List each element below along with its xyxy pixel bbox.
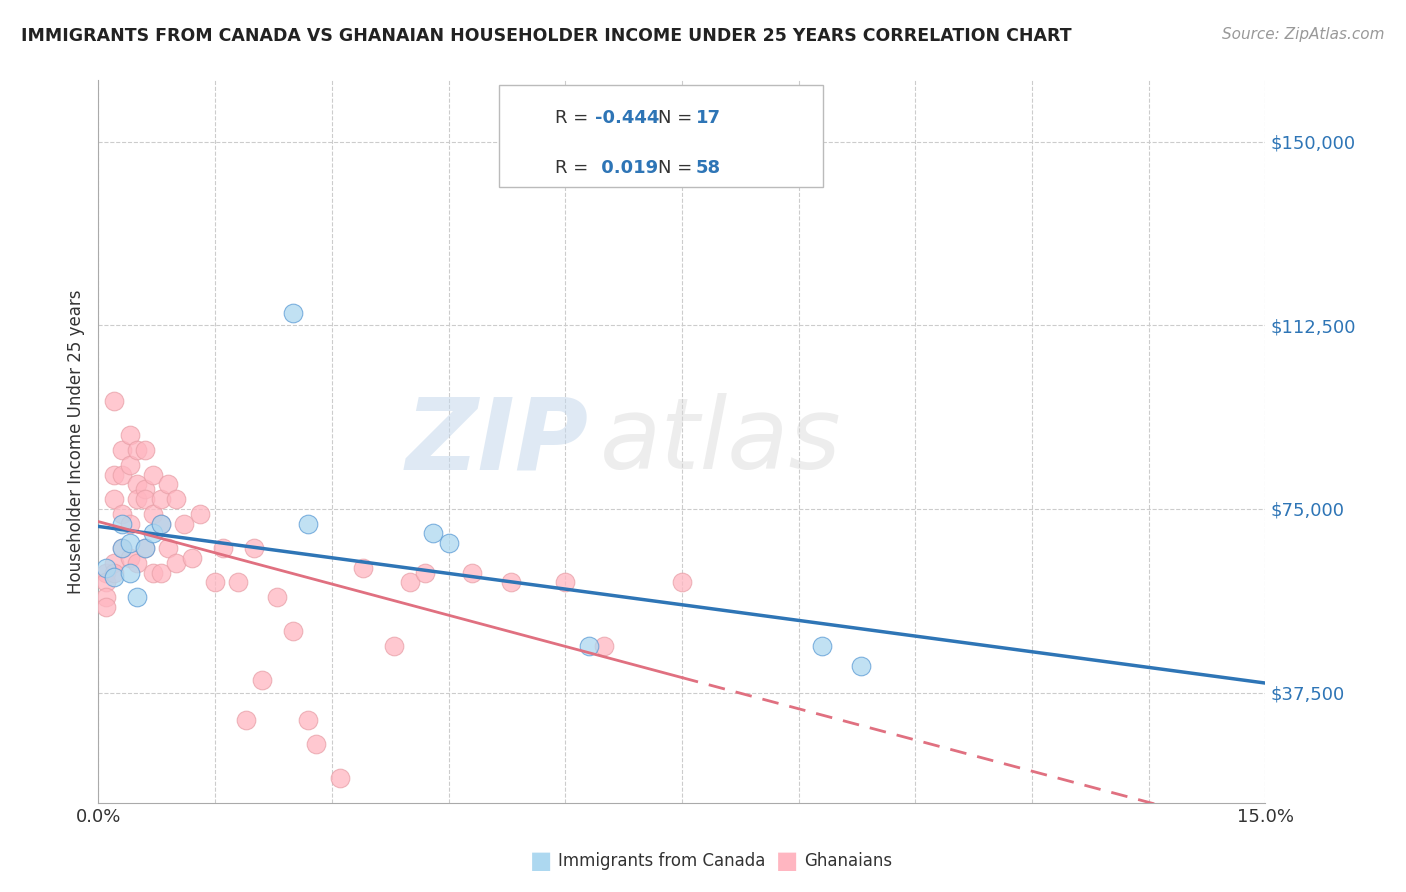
Point xyxy=(180,550,202,565)
Point xyxy=(250,673,273,688)
Point xyxy=(281,306,304,320)
Text: 17: 17 xyxy=(696,109,721,127)
Point xyxy=(297,713,319,727)
Point xyxy=(228,575,250,590)
Point xyxy=(118,458,141,472)
Text: N =: N = xyxy=(658,109,697,127)
Point xyxy=(111,541,134,555)
Point xyxy=(118,536,141,550)
Point xyxy=(149,492,172,507)
Point xyxy=(212,541,235,555)
Point xyxy=(111,507,134,521)
Point xyxy=(127,477,149,491)
Point xyxy=(243,541,266,555)
Point xyxy=(111,443,134,458)
Point xyxy=(96,575,118,590)
Point xyxy=(134,443,156,458)
Text: N =: N = xyxy=(658,159,697,177)
Point xyxy=(593,639,616,653)
Point xyxy=(422,526,444,541)
Text: atlas: atlas xyxy=(600,393,842,490)
Point xyxy=(157,477,180,491)
Point xyxy=(118,428,141,442)
Text: Immigrants from Canada: Immigrants from Canada xyxy=(558,852,765,870)
Point xyxy=(96,590,118,604)
Point xyxy=(103,492,125,507)
Text: IMMIGRANTS FROM CANADA VS GHANAIAN HOUSEHOLDER INCOME UNDER 25 YEARS CORRELATION: IMMIGRANTS FROM CANADA VS GHANAIAN HOUSE… xyxy=(21,27,1071,45)
Point xyxy=(127,443,149,458)
Point xyxy=(103,467,125,482)
Text: -0.444: -0.444 xyxy=(595,109,659,127)
Point xyxy=(96,599,118,614)
Point xyxy=(382,639,405,653)
Point xyxy=(329,772,352,786)
Point xyxy=(127,556,149,570)
Point xyxy=(149,516,172,531)
Point xyxy=(499,575,522,590)
Point xyxy=(165,492,187,507)
Text: Source: ZipAtlas.com: Source: ZipAtlas.com xyxy=(1222,27,1385,42)
Point xyxy=(134,483,156,497)
Point xyxy=(103,566,125,580)
Text: 0.019: 0.019 xyxy=(595,159,658,177)
Point xyxy=(127,590,149,604)
Point xyxy=(352,560,374,574)
Point xyxy=(461,566,484,580)
Point xyxy=(173,516,195,531)
Point xyxy=(142,467,165,482)
Point xyxy=(811,639,834,653)
Point xyxy=(165,556,187,570)
Point xyxy=(118,550,141,565)
Point xyxy=(142,507,165,521)
Point xyxy=(111,516,134,531)
Text: ■: ■ xyxy=(530,849,553,872)
Point xyxy=(266,590,288,604)
Point xyxy=(111,541,134,555)
Point xyxy=(103,570,125,584)
Y-axis label: Householder Income Under 25 years: Householder Income Under 25 years xyxy=(66,289,84,594)
Point xyxy=(157,541,180,555)
Point xyxy=(111,467,134,482)
Point xyxy=(578,639,600,653)
Point xyxy=(118,516,141,531)
Point xyxy=(149,516,172,531)
Text: 58: 58 xyxy=(696,159,721,177)
Point xyxy=(188,507,211,521)
Point xyxy=(235,713,257,727)
Text: R =: R = xyxy=(555,159,595,177)
Point xyxy=(437,536,460,550)
Point xyxy=(671,575,693,590)
Point xyxy=(142,526,165,541)
Point xyxy=(142,566,165,580)
Point xyxy=(134,541,156,555)
Point xyxy=(134,541,156,555)
Text: ZIP: ZIP xyxy=(405,393,589,490)
Point xyxy=(96,560,118,574)
Point xyxy=(103,556,125,570)
Text: Ghanaians: Ghanaians xyxy=(804,852,893,870)
Point xyxy=(127,492,149,507)
Point xyxy=(413,566,436,580)
Point xyxy=(134,492,156,507)
Point xyxy=(96,566,118,580)
Text: R =: R = xyxy=(555,109,595,127)
Point xyxy=(305,737,328,751)
Point xyxy=(554,575,576,590)
Point xyxy=(297,516,319,531)
Point xyxy=(149,566,172,580)
Point xyxy=(849,658,872,673)
Point xyxy=(204,575,226,590)
Point xyxy=(398,575,420,590)
Point xyxy=(118,566,141,580)
Point xyxy=(103,394,125,409)
Point xyxy=(281,624,304,639)
Text: ■: ■ xyxy=(776,849,799,872)
